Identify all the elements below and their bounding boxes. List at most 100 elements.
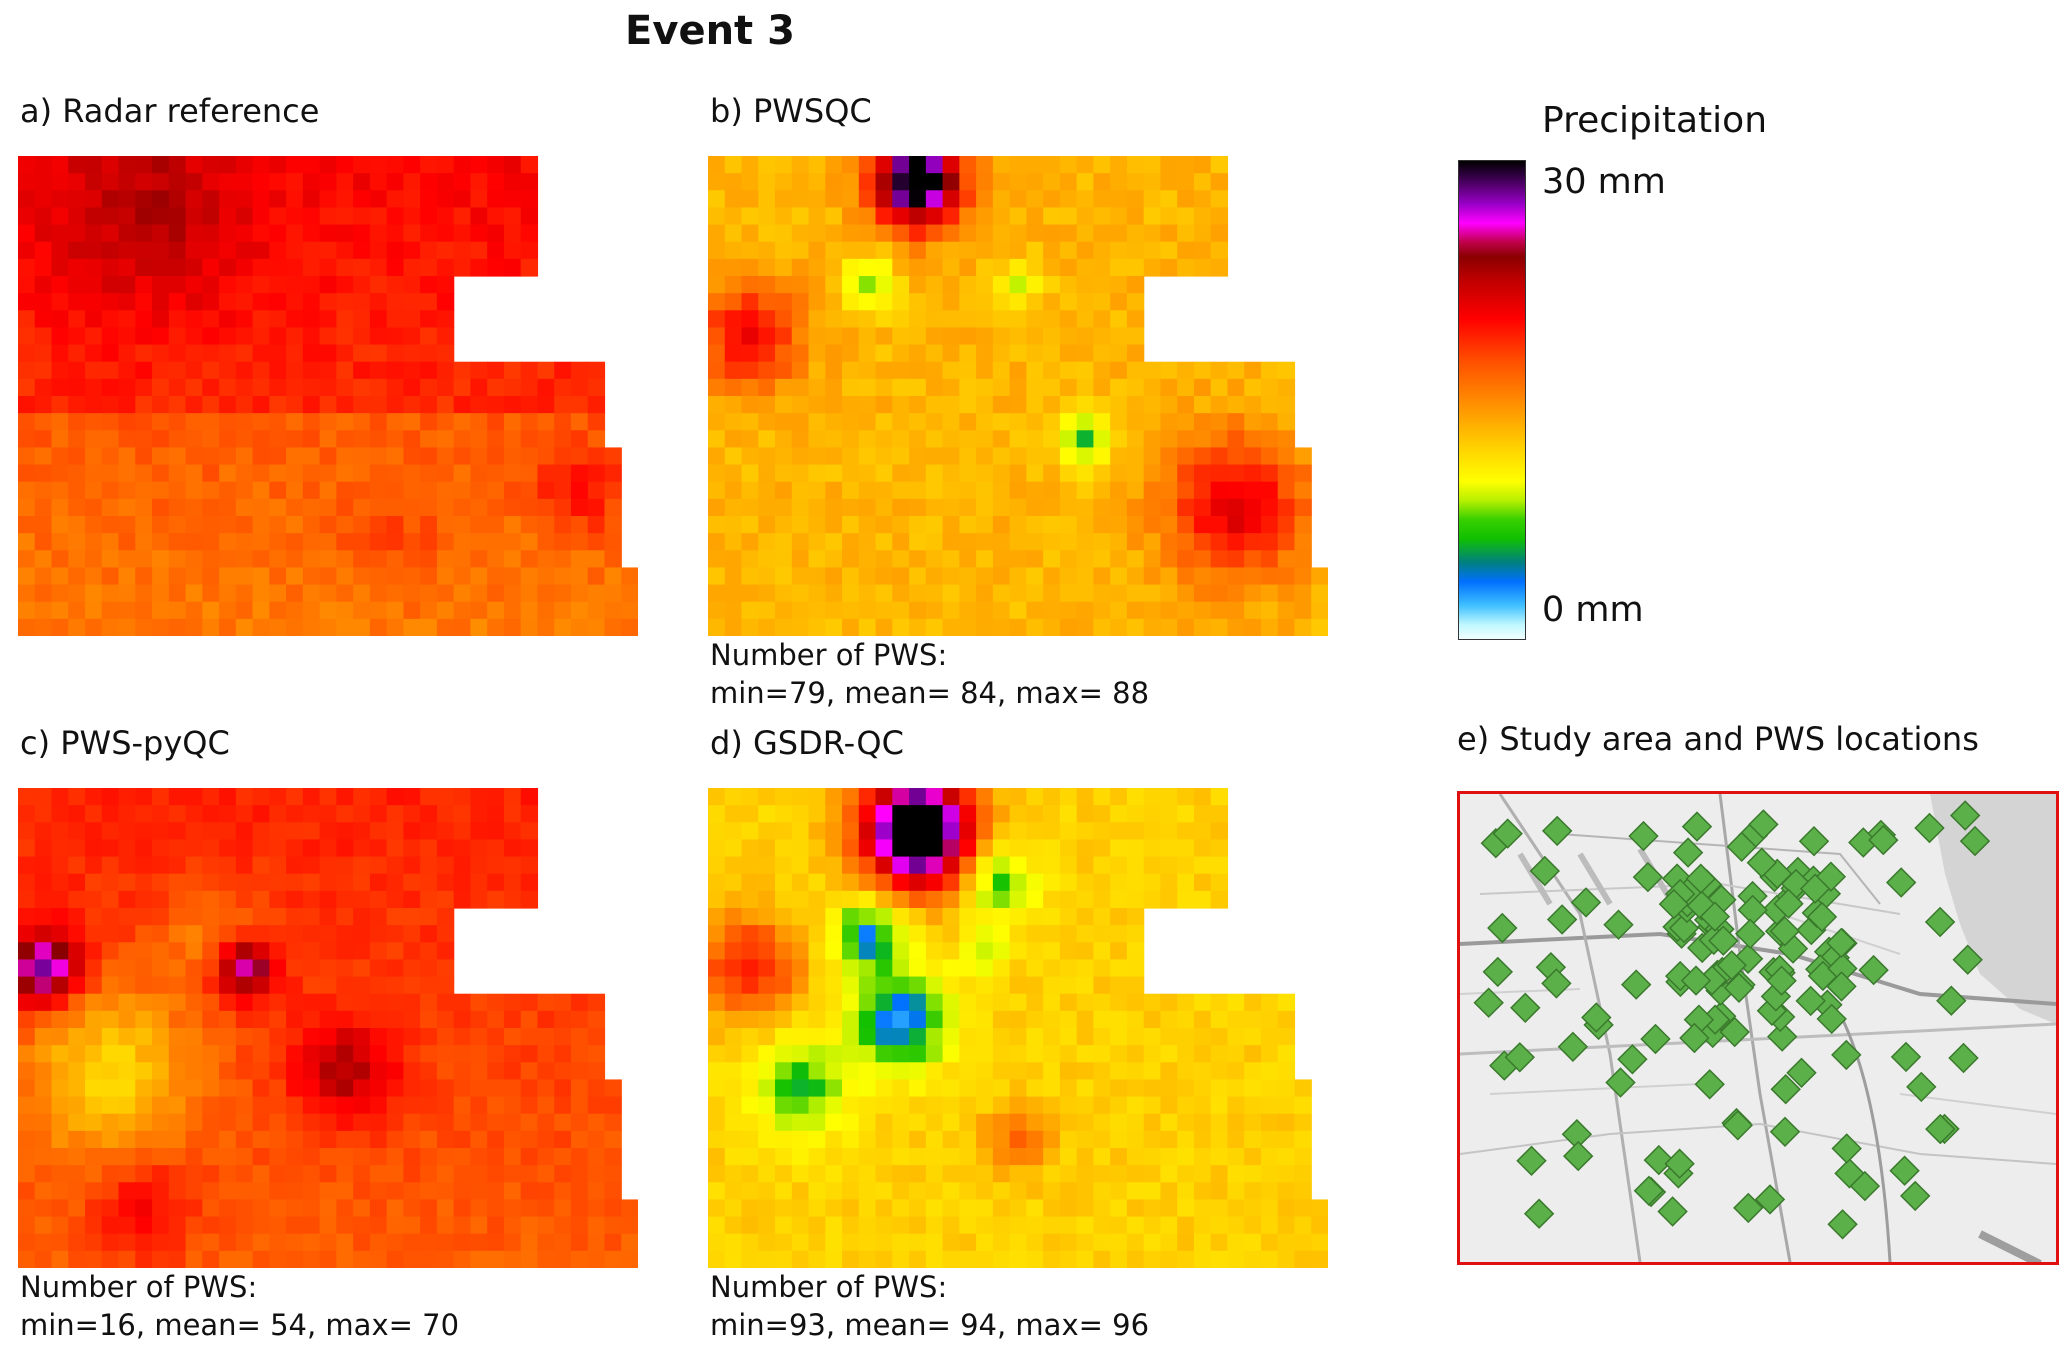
grid-cell <box>1126 890 1145 909</box>
grid-cell <box>18 618 36 636</box>
grid-cell <box>925 1199 944 1218</box>
grid-cell <box>235 993 254 1012</box>
pws-marker <box>1746 847 1778 878</box>
grid-cell <box>1026 1182 1044 1201</box>
grid-cell <box>1260 464 1279 483</box>
grid-cell <box>1076 498 1095 517</box>
grid-cell <box>1143 447 1162 466</box>
grid-cell <box>1210 839 1229 858</box>
grid-cell <box>1177 1010 1195 1029</box>
grid-cell <box>741 1148 759 1166</box>
grid-cell <box>1177 1250 1195 1268</box>
grid-cell <box>436 190 455 209</box>
grid-cell <box>942 1079 960 1098</box>
grid-cell <box>992 805 1011 823</box>
grid-cell <box>403 447 421 466</box>
grid-cell <box>1043 447 1061 466</box>
grid-cell <box>758 1028 776 1046</box>
grid-cell <box>85 156 103 174</box>
grid-cell <box>1210 533 1229 551</box>
grid-cell <box>775 584 793 603</box>
grid-cell <box>135 942 153 961</box>
grid-cell <box>319 822 337 841</box>
grid-cell <box>1110 378 1128 397</box>
grid-cell <box>51 1079 69 1098</box>
grid-cell <box>369 224 388 243</box>
grid-cell <box>808 1216 826 1235</box>
grid-cell <box>942 1148 960 1166</box>
grid-cell <box>1227 481 1245 500</box>
grid-cell <box>286 1028 304 1046</box>
grid-cell <box>1294 498 1312 517</box>
grid-cell <box>85 498 103 517</box>
grid-cell <box>386 993 405 1012</box>
grid-cell <box>353 890 371 909</box>
grid-cell <box>219 361 237 380</box>
grid-cell <box>808 1045 826 1063</box>
grid-cell <box>925 533 944 551</box>
grid-cell <box>135 430 153 449</box>
grid-cell <box>1059 925 1078 943</box>
grid-cell <box>587 1182 606 1201</box>
grid-cell <box>118 890 136 909</box>
grid-cell <box>976 601 994 620</box>
grid-cell <box>1059 908 1078 926</box>
grid-cell <box>219 258 237 277</box>
grid-cell <box>976 618 994 636</box>
grid-cell <box>336 293 354 311</box>
grid-cell <box>68 224 86 243</box>
grid-cell <box>235 361 254 380</box>
grid-cell <box>101 1062 120 1081</box>
grid-cell <box>1210 584 1229 603</box>
grid-cell <box>420 1028 438 1046</box>
grid-cell <box>353 959 371 978</box>
grid-cell <box>1009 1199 1027 1218</box>
grid-cell <box>1026 822 1044 841</box>
grid-cell <box>34 993 53 1012</box>
grid-cell <box>741 1250 759 1268</box>
grid-cell <box>369 822 388 841</box>
grid-cell <box>1193 1182 1212 1201</box>
grid-cell <box>976 856 994 875</box>
grid-cell <box>503 173 522 191</box>
grid-cell <box>85 378 103 397</box>
grid-cell <box>168 498 187 517</box>
grid-cell <box>286 447 304 466</box>
grid-cell <box>537 430 555 449</box>
grid-cell <box>403 396 421 414</box>
grid-cell <box>18 856 36 875</box>
pws-marker <box>1633 1175 1665 1207</box>
grid-cell <box>152 241 170 260</box>
pws-marker <box>1510 992 1541 1024</box>
grid-cell <box>369 293 388 311</box>
grid-cell <box>808 344 826 363</box>
grid-cell <box>825 942 843 961</box>
grid-cell <box>219 925 237 943</box>
grid-cell <box>353 378 371 397</box>
grid-cell <box>942 396 960 414</box>
grid-cell <box>587 1250 606 1268</box>
grid-cell <box>85 276 103 294</box>
grid-cell <box>1009 601 1027 620</box>
grid-cell <box>453 378 472 397</box>
grid-cell <box>808 1182 826 1201</box>
grid-cell <box>487 1079 505 1098</box>
grid-cell <box>1009 1010 1027 1029</box>
grid-cell <box>1076 481 1095 500</box>
grid-cell <box>1193 1216 1212 1235</box>
grid-cell <box>858 516 877 534</box>
grid-cell <box>942 413 960 431</box>
grid-cell <box>1026 942 1044 961</box>
grid-cell <box>420 310 438 329</box>
grid-cell <box>85 1045 103 1063</box>
grid-cell <box>554 1062 572 1081</box>
grid-cell <box>858 447 877 466</box>
grid-cell <box>286 361 304 380</box>
grid-cell <box>1093 516 1111 534</box>
grid-cell <box>51 396 69 414</box>
grid-cell <box>1277 567 1296 586</box>
grid-cell <box>353 788 371 806</box>
grid-cell <box>403 224 421 243</box>
grid-cell <box>554 1096 572 1115</box>
grid-cell <box>353 873 371 892</box>
